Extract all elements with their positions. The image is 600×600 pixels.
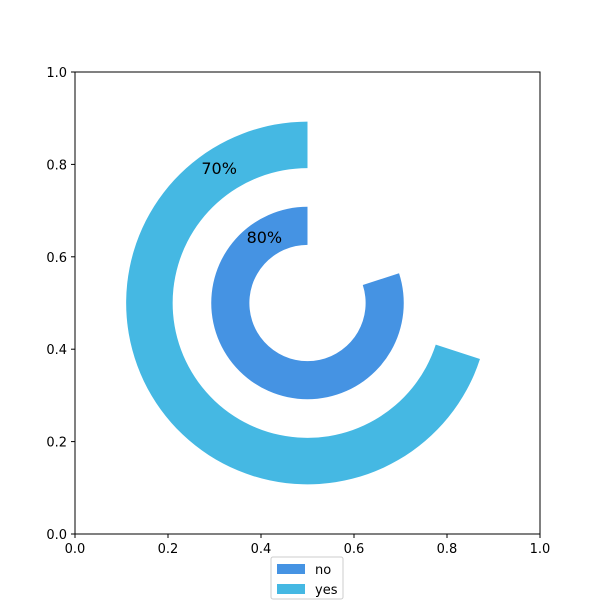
x-tick-label: 0.4: [251, 542, 272, 557]
legend: no yes: [270, 556, 344, 600]
legend-label-yes: yes: [315, 583, 338, 598]
y-tick-label: 0.2: [46, 436, 67, 451]
data-label-yes: 70%: [201, 159, 237, 178]
y-tick-label: 0.6: [46, 251, 67, 266]
legend-swatch-no: [277, 564, 305, 574]
plot-area: 80% 70%: [126, 121, 480, 485]
legend-label-no: no: [315, 563, 331, 578]
data-label-no: 80%: [247, 228, 283, 247]
legend-swatch-yes: [277, 584, 305, 594]
y-tick-label: 0.8: [46, 158, 67, 173]
y-tick-label: 0.0: [46, 528, 67, 543]
y-tick-label: 1.0: [46, 66, 67, 81]
x-tick-label: 1.0: [530, 542, 551, 557]
x-tick-label: 0.2: [158, 542, 179, 557]
ring-no: [211, 206, 404, 400]
axes-frame: [74, 71, 541, 535]
x-tick-label: 0.0: [65, 542, 86, 557]
y-tick-label: 0.4: [46, 343, 67, 358]
y-axis: 0.0 0.2 0.4 0.6 0.8 1.0: [46, 66, 75, 543]
x-tick-label: 0.8: [437, 542, 458, 557]
x-axis: 0.0 0.2 0.4 0.6 0.8 1.0: [65, 534, 551, 557]
x-tick-label: 0.6: [344, 542, 365, 557]
